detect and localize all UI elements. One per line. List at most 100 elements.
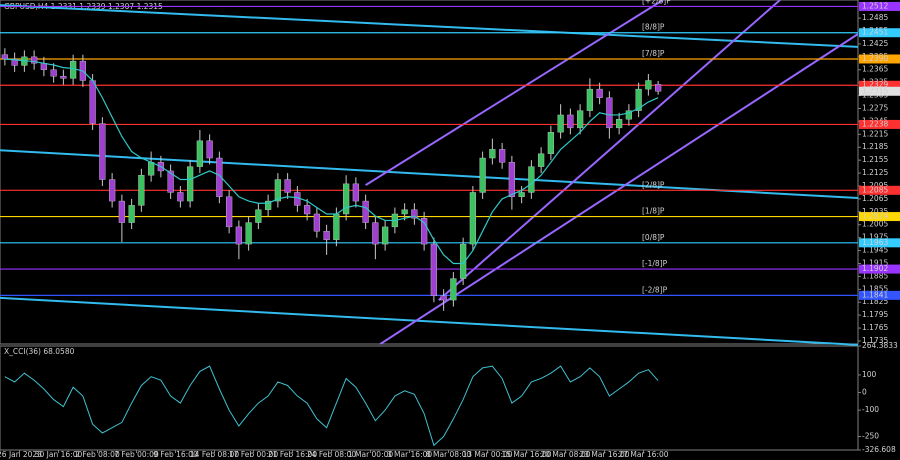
x-tick-label: 17 Feb 00:00 <box>229 450 278 459</box>
x-tick-label: 30 Jan 16:00 <box>35 450 83 459</box>
candle-body <box>343 183 350 215</box>
y-tick-label: 1.1885 <box>862 271 888 280</box>
trend-line <box>438 0 781 301</box>
candle-body <box>421 218 428 245</box>
y-tick-label: 1.2185 <box>862 142 888 151</box>
level-label: [2/8]P <box>642 180 665 189</box>
candle-body <box>147 162 155 176</box>
y-tick-label: 0 <box>862 388 867 397</box>
candle-body <box>50 69 57 77</box>
price-badge <box>859 28 900 38</box>
candle-body <box>489 149 496 159</box>
candle-body <box>450 278 457 301</box>
trend-line <box>365 0 664 186</box>
candle-body <box>547 131 555 154</box>
x-tick-label: 23 Mar 16:00 <box>579 450 629 459</box>
candle-body <box>635 88 642 111</box>
level-label: [1/8]P <box>642 207 665 216</box>
y-tick-label: 1.2425 <box>862 39 888 48</box>
y-tick-label: 1.1915 <box>862 258 888 267</box>
x-tick-label: 27 Mar 16:00 <box>618 450 668 459</box>
candle-body <box>382 226 389 245</box>
candle-body <box>274 179 282 202</box>
candle-body <box>11 58 18 66</box>
candle-body <box>606 97 613 129</box>
candle-body <box>460 243 467 279</box>
y-tick-label: 1.2035 <box>862 207 888 216</box>
trend-line <box>0 4 859 48</box>
x-tick-label: 15 Mar 16:00 <box>501 450 551 459</box>
candle-body <box>60 76 67 79</box>
price-badge-label: 1.2329 <box>862 80 888 89</box>
candle-body <box>118 200 125 223</box>
candle-body <box>99 123 106 180</box>
candle-body <box>372 222 379 245</box>
price-badge-label: 1.1963 <box>862 238 888 247</box>
price-badge <box>859 54 900 64</box>
cci-title: X_CCI(36) 68.0580 <box>4 347 75 356</box>
y-tick-label: 1.2275 <box>862 103 888 112</box>
y-tick-label: 1.1795 <box>862 310 888 319</box>
y-tick-label: 1.2155 <box>862 155 888 164</box>
x-tick-label: 13 Mar 00:00 <box>462 450 512 459</box>
level-label: [0/8]P <box>642 233 665 242</box>
level-label: [-2/8]P <box>642 285 668 294</box>
y-tick-label: 1.2485 <box>862 13 888 22</box>
candle-body <box>245 222 252 245</box>
y-tick-label: 1.2215 <box>862 129 888 138</box>
price-badge <box>859 238 900 248</box>
candle-body <box>265 200 272 210</box>
candle-body <box>304 205 311 215</box>
candle-body <box>186 166 194 202</box>
moving-average <box>4 58 659 265</box>
candle-body <box>538 153 545 167</box>
x-tick-label: 1 Mar 00:00 <box>348 450 394 459</box>
price-badge-label: 1.2085 <box>862 185 888 194</box>
level-label: [8/8]P <box>642 23 665 32</box>
candle-body <box>518 192 525 197</box>
price-badge <box>859 185 900 195</box>
candle-body <box>557 114 564 133</box>
cci-panel <box>0 345 859 451</box>
price-badge <box>859 119 900 129</box>
candle-body <box>313 213 321 232</box>
candle-body <box>625 110 633 120</box>
x-tick-label: 20 Mar 08:00 <box>540 450 590 459</box>
y-tick-label: 1.1855 <box>862 284 888 293</box>
candle-body <box>333 213 340 241</box>
y-tick-label: 100 <box>862 370 877 379</box>
candle-body <box>577 110 584 129</box>
candle-body <box>128 205 135 223</box>
last-price-label: 1.2315 <box>862 86 888 95</box>
y-tick-label: 1.2125 <box>862 168 888 177</box>
candle-body <box>108 179 116 202</box>
candle-body <box>255 209 262 223</box>
candle-body <box>645 80 652 90</box>
candle-body <box>323 230 330 241</box>
last-price-badge <box>859 86 900 96</box>
candle-body <box>567 114 574 129</box>
candle-body <box>469 192 477 245</box>
y-tick-label: 1.2365 <box>862 65 888 74</box>
x-tick-label: 24 Feb 08:00 <box>307 450 356 459</box>
candle-body <box>430 243 438 296</box>
candle-body <box>401 209 408 215</box>
x-tick-label: 3 Mar 16:00 <box>387 450 433 459</box>
price-badge-label: 1.1841 <box>862 290 888 299</box>
candle-body <box>206 140 213 159</box>
price-badge <box>859 264 900 274</box>
price-badge <box>859 290 900 300</box>
price-panel <box>0 0 859 345</box>
x-tick-label: 9 Feb 16:00 <box>153 450 198 459</box>
y-tick-label: 1.2065 <box>862 194 888 203</box>
candle-body <box>69 60 77 79</box>
y-tick-label: 264.3833 <box>862 341 898 350</box>
trend-line <box>0 296 859 346</box>
candle-body <box>528 166 535 193</box>
x-tick-label: 7 Feb 00:00 <box>114 450 159 459</box>
candle-body <box>167 170 174 193</box>
y-tick-label: 1.1825 <box>862 297 888 306</box>
x-tick-label: 2 Feb 08:00 <box>75 450 120 459</box>
candle-body <box>479 157 486 193</box>
